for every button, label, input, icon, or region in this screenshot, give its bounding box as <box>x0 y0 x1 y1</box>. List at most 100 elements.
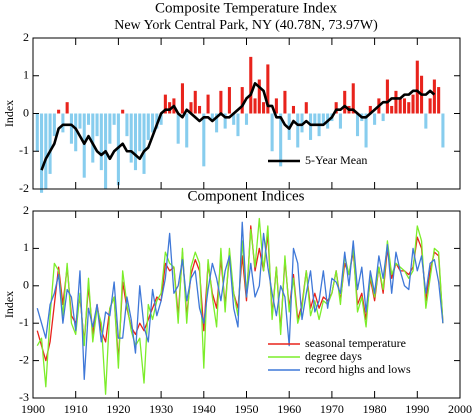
y-tick-label: -2 <box>19 352 29 366</box>
bar <box>236 113 240 137</box>
bar <box>368 105 372 114</box>
bar <box>206 94 210 114</box>
bar <box>291 105 296 114</box>
bar <box>185 113 189 148</box>
bar <box>415 60 419 114</box>
bar <box>364 113 368 148</box>
bar <box>86 113 91 125</box>
bar <box>65 102 69 114</box>
bar <box>373 113 377 125</box>
bar <box>321 113 325 125</box>
y-tick-label: -3 <box>19 390 29 404</box>
bar <box>244 113 249 125</box>
y-axis-label: Index <box>2 100 16 127</box>
legend-label: record highs and lows <box>305 362 411 376</box>
bar <box>296 113 300 148</box>
bar <box>424 113 428 129</box>
x-tick-label: 1910 <box>64 402 88 416</box>
bar <box>432 79 436 114</box>
bar <box>304 102 308 114</box>
bar <box>266 64 270 114</box>
y-tick-label: -1 <box>19 143 29 157</box>
chart-title: Component Indices <box>187 188 304 204</box>
bar <box>223 113 227 129</box>
bar <box>176 113 180 144</box>
bar <box>168 102 172 114</box>
bar <box>283 90 287 114</box>
y-tick-label: 1 <box>23 68 29 82</box>
y-tick-label: -2 <box>19 181 29 195</box>
bar <box>428 98 432 114</box>
bar <box>300 113 304 133</box>
bar <box>262 102 266 114</box>
bar <box>394 90 398 114</box>
y-tick-label: -1 <box>19 315 29 329</box>
legend-label: degree days <box>305 349 362 363</box>
bar <box>189 102 193 114</box>
bar <box>52 113 56 137</box>
bar <box>274 98 278 114</box>
legend-label: 5-Year Mean <box>305 153 367 167</box>
bar <box>155 113 159 129</box>
bar <box>116 113 120 186</box>
bar <box>253 98 257 114</box>
bar <box>441 113 445 148</box>
bar <box>398 98 402 114</box>
bar <box>402 98 407 114</box>
bar <box>108 113 112 144</box>
bar <box>91 113 95 163</box>
y-tick-label: 0 <box>23 278 29 292</box>
x-tick-label: 1950 <box>235 402 259 416</box>
x-tick-label: 2000 <box>448 402 472 416</box>
bar <box>338 113 342 129</box>
bar <box>343 90 347 114</box>
bar <box>351 83 355 114</box>
bar <box>197 105 202 114</box>
bar <box>309 113 313 140</box>
bar <box>44 113 48 189</box>
bar <box>99 113 103 171</box>
bar <box>313 113 317 125</box>
bar <box>40 113 44 193</box>
x-tick-label: 1960 <box>277 402 301 416</box>
y-tick-label: 2 <box>23 30 29 44</box>
bar <box>146 113 150 140</box>
chart-title: Composite Temperature Index <box>155 0 337 16</box>
bar <box>210 113 214 122</box>
bar <box>257 79 261 114</box>
bar <box>407 102 411 114</box>
bar <box>279 113 283 167</box>
bar <box>74 113 78 152</box>
bar <box>61 113 65 133</box>
bar <box>385 79 389 114</box>
bar <box>163 94 167 114</box>
bar <box>48 113 52 174</box>
bar <box>227 87 231 114</box>
bar <box>334 102 338 114</box>
bar <box>129 113 133 163</box>
bar <box>138 113 142 152</box>
x-tick-label: 1970 <box>320 402 344 416</box>
x-tick-label: 1990 <box>405 402 429 416</box>
bar <box>411 94 415 114</box>
bar <box>249 56 253 114</box>
x-tick-label: 1930 <box>149 402 173 416</box>
bar <box>82 113 86 178</box>
x-tick-label: 1900 <box>21 402 45 416</box>
x-tick-label: 1920 <box>106 402 130 416</box>
bar <box>57 109 61 114</box>
bar <box>232 113 236 125</box>
bar <box>381 113 385 122</box>
line <box>36 221 444 380</box>
bar <box>151 113 155 133</box>
legend-label: seasonal temperature <box>305 336 406 350</box>
bar <box>112 113 116 125</box>
bar <box>437 87 441 114</box>
bar <box>215 113 219 133</box>
bar <box>193 90 197 114</box>
x-tick-label: 1940 <box>192 402 216 416</box>
bar <box>142 113 146 174</box>
bar <box>133 113 138 171</box>
bar <box>35 113 39 152</box>
